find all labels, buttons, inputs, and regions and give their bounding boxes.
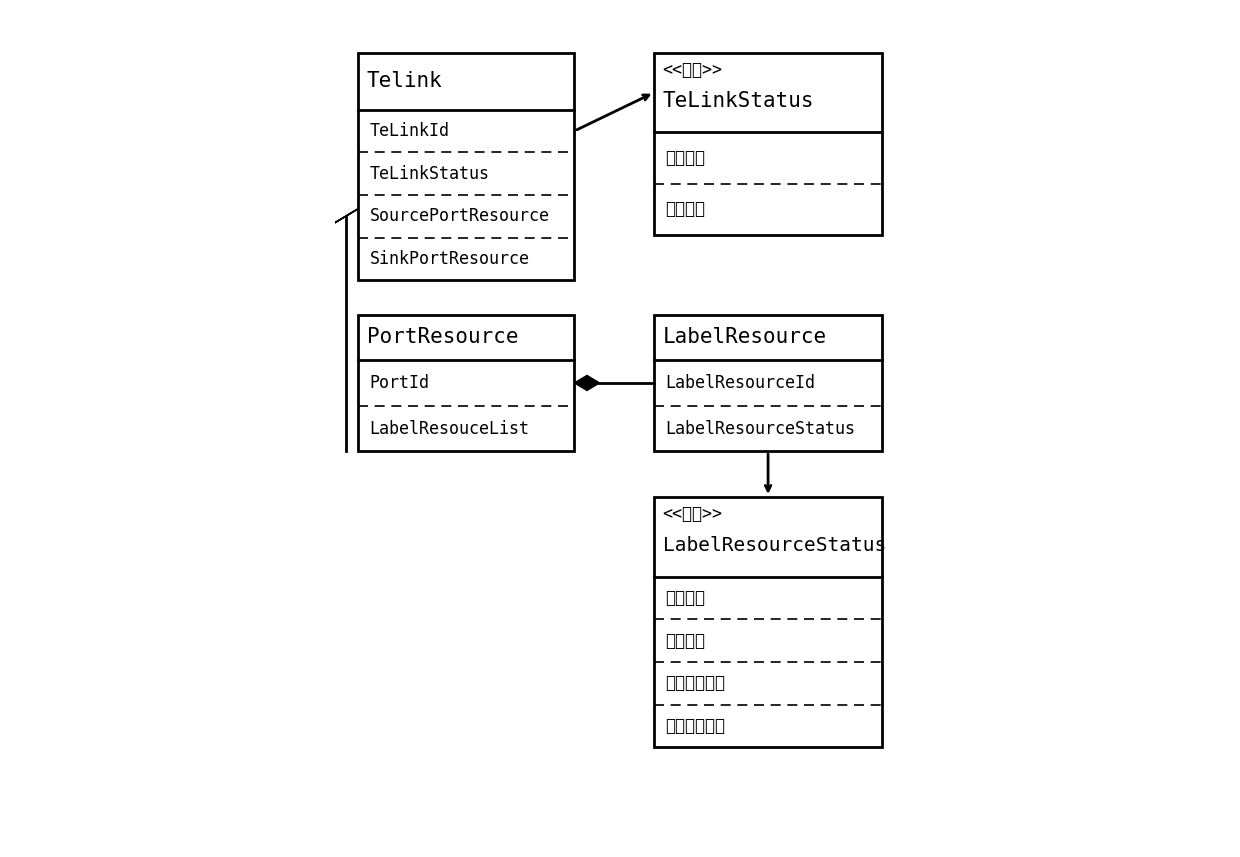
Text: PortId: PortId: [370, 374, 429, 392]
FancyBboxPatch shape: [655, 497, 882, 747]
Text: TeLinkStatus: TeLinkStatus: [662, 91, 815, 111]
Text: LabelResouceList: LabelResouceList: [370, 419, 529, 438]
Text: <<枚举>>: <<枚举>>: [662, 505, 723, 523]
Text: SourcePortResource: SourcePortResource: [370, 207, 549, 225]
Text: LabelResourceId: LabelResourceId: [666, 374, 816, 392]
FancyBboxPatch shape: [655, 52, 882, 235]
FancyBboxPatch shape: [358, 315, 574, 452]
Text: LabelResource: LabelResource: [662, 327, 827, 347]
FancyBboxPatch shape: [655, 315, 882, 452]
Text: 正常状态: 正常状态: [666, 149, 706, 167]
Text: SinkPortResource: SinkPortResource: [370, 250, 529, 268]
Text: 网管占用: 网管占用: [666, 589, 706, 607]
Text: 控制平面占用: 控制平面占用: [666, 674, 725, 692]
Text: PortResource: PortResource: [367, 327, 518, 347]
Text: TeLinkId: TeLinkId: [370, 122, 449, 140]
Text: 网管预留: 网管预留: [666, 632, 706, 650]
FancyBboxPatch shape: [358, 52, 574, 280]
Polygon shape: [574, 375, 599, 391]
Text: Telink: Telink: [367, 71, 443, 91]
Text: 控制平面预留: 控制平面预留: [666, 717, 725, 735]
Polygon shape: [334, 209, 358, 224]
Text: 维护状态: 维护状态: [666, 201, 706, 219]
Text: LabelResourceStatus: LabelResourceStatus: [662, 536, 885, 554]
Text: LabelResourceStatus: LabelResourceStatus: [666, 419, 856, 438]
Text: <<枚举>>: <<枚举>>: [662, 61, 723, 79]
Text: TeLinkStatus: TeLinkStatus: [370, 165, 490, 183]
